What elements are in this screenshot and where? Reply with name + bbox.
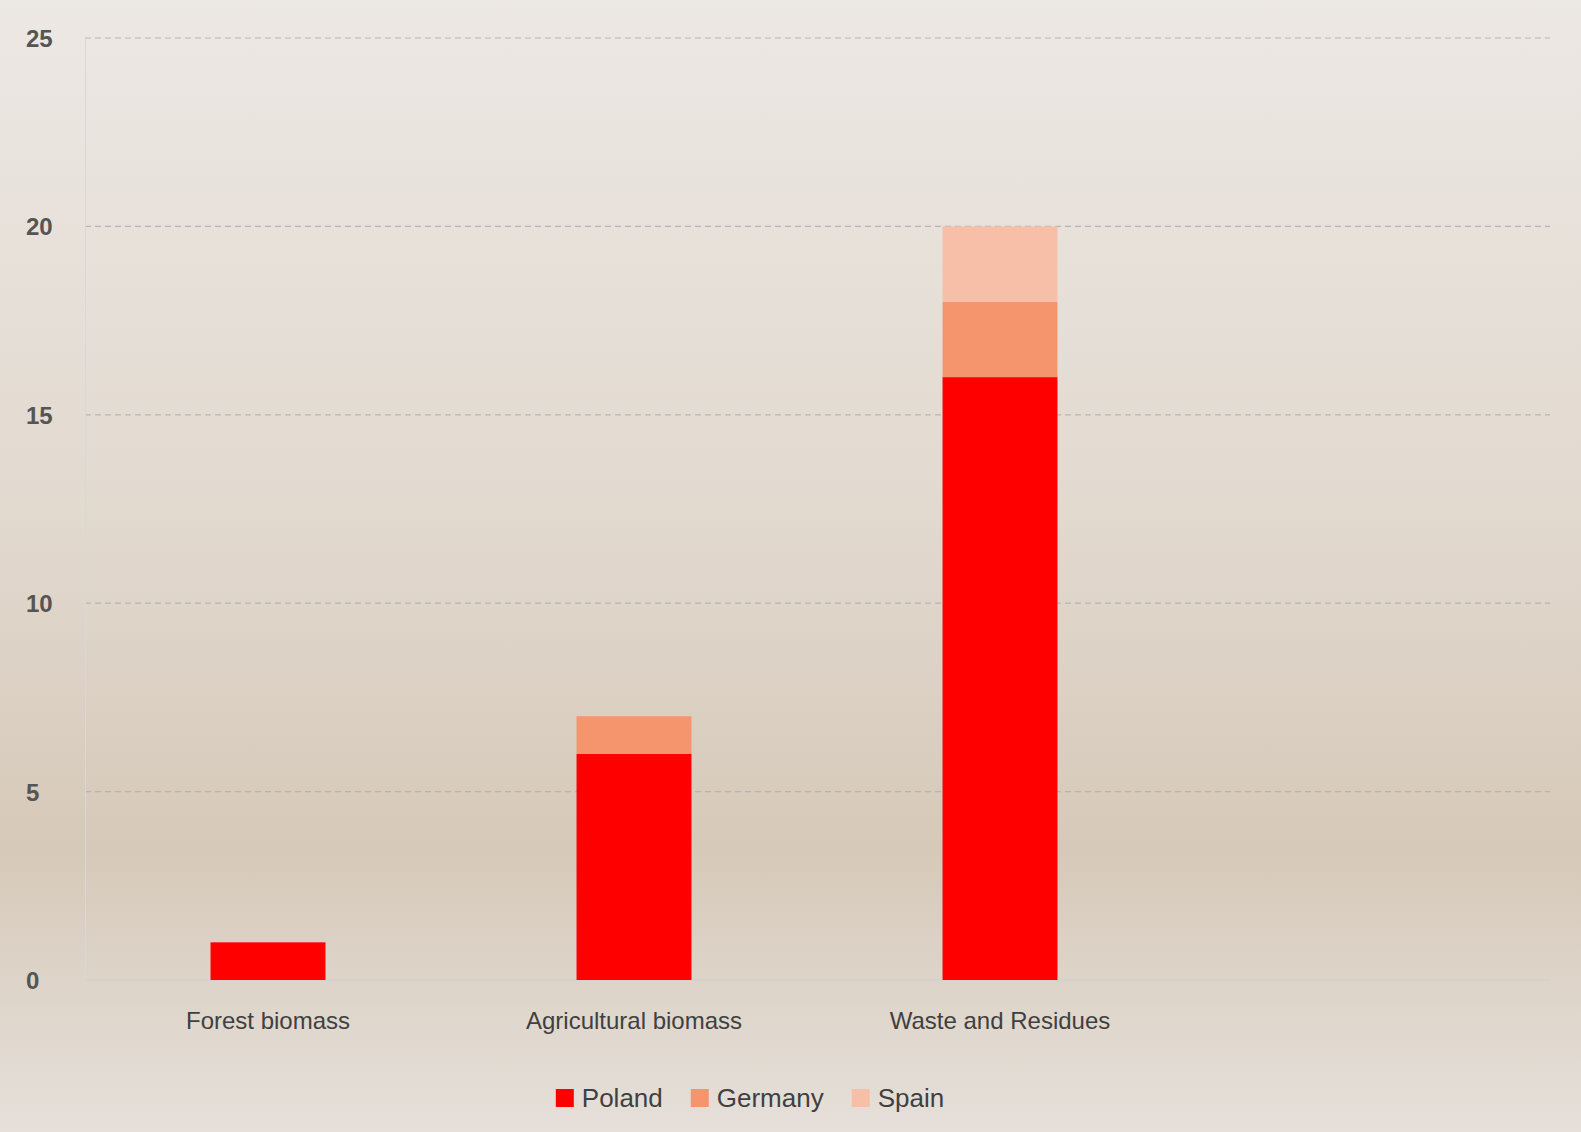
grid-line	[85, 603, 1550, 604]
y-tick: 25	[26, 25, 85, 52]
grid-line	[85, 791, 1550, 792]
y-tick-label: 10	[26, 590, 53, 617]
y-axis: 0 5 10 15 20 25	[26, 25, 86, 994]
legend-label: Germany	[717, 1083, 824, 1113]
y-tick: 20	[26, 213, 85, 240]
bar	[211, 942, 326, 943]
bar	[577, 716, 692, 754]
legend-swatch	[556, 1089, 574, 1107]
bar	[577, 754, 692, 980]
x-tick: Waste and Residues	[890, 980, 1111, 1034]
chart: 0 5 10 15 20 25 Forest biomass Agricultural bio…	[0, 0, 1581, 1132]
legend-item: Poland	[556, 1083, 663, 1113]
y-tick-label: 25	[26, 25, 53, 52]
grid	[85, 38, 1550, 980]
y-axis-line	[85, 39, 86, 981]
y-tick-label: 20	[26, 213, 53, 240]
legend: Poland Germany Spain	[556, 1083, 944, 1113]
y-tick: 15	[26, 402, 85, 429]
bar	[577, 716, 692, 717]
x-tick: Agricultural biomass	[526, 980, 742, 1034]
y-tick: 5	[26, 779, 85, 806]
y-tick: 0	[26, 967, 85, 994]
legend-label: Spain	[878, 1083, 945, 1113]
bars	[211, 226, 1058, 980]
bar	[211, 942, 326, 943]
background	[0, 0, 1581, 1132]
series	[211, 377, 1058, 980]
grid-line	[85, 37, 1550, 38]
x-tick-label: Agricultural biomass	[526, 1007, 742, 1034]
x-tick-label: Waste and Residues	[890, 1007, 1111, 1034]
grid-line	[85, 226, 1550, 227]
legend-label: Poland	[582, 1083, 663, 1113]
legend-swatch	[691, 1089, 709, 1107]
legend-swatch	[852, 1089, 870, 1107]
series	[577, 302, 1058, 754]
bar	[211, 942, 326, 980]
grid-line	[85, 414, 1550, 415]
bar	[943, 377, 1058, 980]
bar	[943, 302, 1058, 377]
x-tick-label: Forest biomass	[186, 1007, 350, 1034]
x-tick: Forest biomass	[186, 980, 350, 1034]
y-tick-label: 15	[26, 402, 53, 429]
y-tick: 10	[26, 590, 85, 617]
series	[943, 226, 1058, 301]
legend-item: Spain	[852, 1083, 945, 1113]
x-axis: Forest biomass Agricultural biomass Waste …	[86, 980, 1184, 1034]
y-tick-label: 0	[26, 967, 39, 994]
y-tick-label: 5	[26, 779, 39, 806]
bar	[943, 226, 1058, 301]
legend-item: Germany	[691, 1083, 824, 1113]
x-axis-line	[86, 980, 1184, 981]
